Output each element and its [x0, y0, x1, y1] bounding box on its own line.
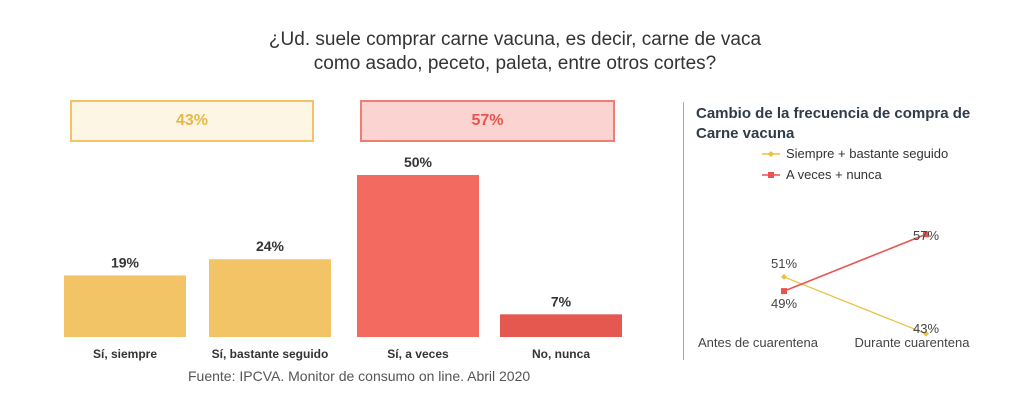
series-1-point-1 [781, 273, 787, 280]
line-category-label-1: Antes de cuarentena [698, 335, 819, 350]
line-chart-title: Cambio de la frecuencia de compra de Car… [696, 104, 1016, 144]
panel-divider [683, 102, 684, 360]
legend-marker-diamond-icon [762, 150, 780, 157]
series-line-1 [783, 276, 927, 335]
legend-marker-square-icon [762, 171, 780, 178]
chart-title: ¿Ud. suele comprar carne vacuna, es deci… [250, 28, 780, 76]
point-label-s1-2: 43% [913, 321, 939, 336]
group-box-label-2: 57% [471, 112, 504, 129]
category-label-3: Sí, a veces [387, 347, 449, 361]
title-line-1: ¿Ud. suele comprar carne vacuna, es deci… [268, 29, 762, 50]
bar-value-label-4: 7% [551, 293, 572, 309]
legend-label-aveces: A veces + nunca [786, 167, 882, 182]
category-label-1: Sí, siempre [93, 347, 157, 361]
bar-value-label-1: 19% [111, 254, 140, 270]
series-1-point-2 [923, 330, 929, 337]
series-2-point-2 [923, 231, 929, 238]
bar-chart: 19% Sí, siempre 24% Sí, bastante seguido 50%… [64, 154, 622, 361]
category-label-4: No, nunca [532, 347, 590, 361]
point-label-s2-2: 57% [913, 228, 939, 243]
bar-1 [64, 275, 186, 337]
bar-value-label-3: 50% [404, 154, 433, 170]
bar-4 [500, 314, 622, 337]
group-box-aveces-nunca: 57% [360, 100, 615, 142]
series-line-2 [783, 233, 927, 292]
title-line-2: como asado, peceto, paleta, entre otros … [313, 53, 717, 74]
bar-2 [209, 259, 331, 337]
line-category-label-2: Durante cuarentena [855, 335, 971, 350]
group-box-siempre-bastante: 43% [70, 100, 314, 142]
point-label-s2-1: 49% [771, 296, 797, 311]
group-box-label-1: 43% [175, 112, 209, 129]
series-2-point-1 [781, 288, 787, 295]
legend-item-siempre: Siempre + bastante seguido [762, 146, 948, 161]
line-title-line-2: Carne vacuna [696, 125, 795, 142]
category-label-2: Sí, bastante seguido [212, 347, 329, 361]
point-label-s1-1: 51% [771, 256, 797, 271]
bar-3 [357, 175, 479, 337]
legend-item-aveces: A veces + nunca [762, 167, 882, 182]
line-title-line-1: Cambio de la frecuencia de compra de [696, 105, 971, 122]
legend-label-siempre: Siempre + bastante seguido [786, 146, 949, 161]
source-note: Fuente: IPCVA. Monitor de consumo on lin… [188, 368, 531, 384]
bar-value-label-2: 24% [256, 238, 285, 254]
